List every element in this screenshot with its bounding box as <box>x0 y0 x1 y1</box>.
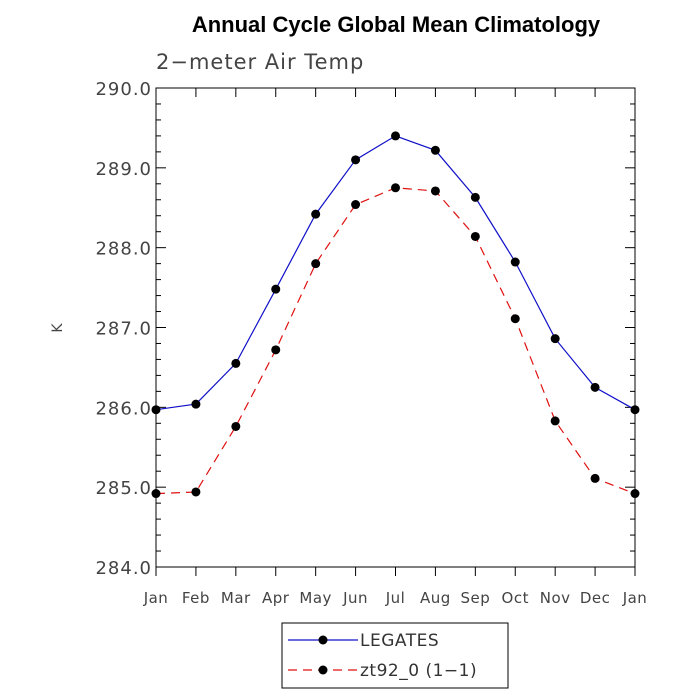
legend: LEGATES zt92_0 (1−1) <box>281 622 509 689</box>
data-point <box>191 487 201 497</box>
data-point <box>271 284 281 294</box>
data-point <box>271 345 281 355</box>
x-tick-label: Sep <box>460 589 490 607</box>
data-point <box>351 200 361 210</box>
data-point <box>231 358 241 368</box>
x-tick-label: Feb <box>182 589 210 607</box>
chart-subtitle: 2−meter Air Temp <box>156 50 364 74</box>
y-tick-label: 289.0 <box>95 159 152 180</box>
axis-ticks <box>155 87 636 576</box>
data-point <box>510 314 520 324</box>
data-point <box>311 259 321 269</box>
x-tick-labels: Jan Feb Mar Apr May Jun Jul Aug Sep Oct Nov Dec Jan <box>143 589 648 607</box>
y-tick-label: 284.0 <box>95 558 152 579</box>
data-point <box>590 473 600 483</box>
x-tick-label: May <box>299 589 332 607</box>
x-tick-label: Dec <box>580 589 611 607</box>
legend-label-0: LEGATES <box>360 631 439 651</box>
x-tick-label: Jun <box>342 589 368 607</box>
data-point <box>391 131 400 141</box>
x-tick-label: Jul <box>385 589 406 607</box>
x-tick-label: Mar <box>221 589 251 607</box>
data-point <box>430 186 440 196</box>
data-point <box>510 257 520 267</box>
data-point <box>590 382 600 392</box>
x-tick-label: Apr <box>262 589 290 607</box>
series-layer <box>151 131 640 499</box>
data-point <box>231 421 241 431</box>
y-tick-label: 286.0 <box>95 398 152 419</box>
data-point <box>430 145 440 155</box>
data-point <box>470 231 480 241</box>
data-point <box>391 183 400 193</box>
series-line-1 <box>155 187 636 495</box>
data-point <box>191 399 201 409</box>
y-tick-label: 285.0 <box>95 478 152 499</box>
y-tick-label: 288.0 <box>95 239 152 260</box>
data-point <box>351 155 361 165</box>
data-point <box>550 416 560 426</box>
x-tick-label: Jan <box>622 589 648 607</box>
plot-frame <box>155 87 636 568</box>
series-line-0 <box>155 135 636 411</box>
x-tick-label: Nov <box>540 589 571 607</box>
legend-marker <box>318 665 328 675</box>
chart-title: Annual Cycle Global Mean Climatology <box>192 12 601 37</box>
legend-label-1: zt92_0 (1−1) <box>360 661 477 681</box>
x-tick-label: Oct <box>502 589 529 607</box>
legend-marker <box>318 635 328 645</box>
x-tick-label: Jan <box>143 589 169 607</box>
legend-box <box>281 622 509 689</box>
y-tick-labels: 284.0 285.0 286.0 287.0 288.0 289.0 290.0 <box>95 79 152 579</box>
data-point <box>550 334 560 344</box>
y-tick-label: 290.0 <box>95 79 152 100</box>
x-tick-label: Aug <box>420 589 451 607</box>
data-point <box>470 192 480 202</box>
y-axis-label: K <box>50 323 66 333</box>
data-point <box>311 209 321 219</box>
y-tick-label: 287.0 <box>95 319 152 340</box>
